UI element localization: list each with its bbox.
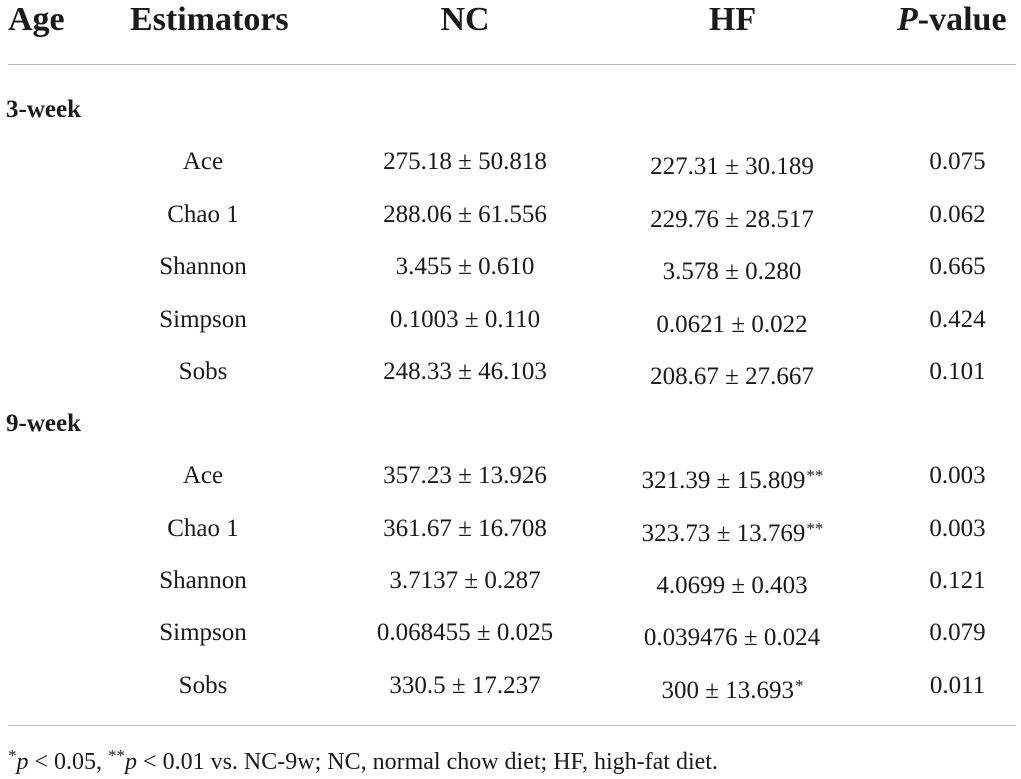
hf-value: 0.039476 ± 0.024 — [643, 624, 821, 651]
nc-cell: 357.23 ± 13.926 — [383, 462, 547, 489]
nc-cell: 0.1003 ± 0.110 — [389, 306, 541, 333]
hf-cell: 323.73 ± 13.769** — [600, 514, 865, 549]
significance-mark: ** — [806, 466, 824, 485]
estimator-cell: Ace — [182, 462, 224, 489]
significance-mark: * — [794, 676, 804, 695]
significance-mark: ** — [806, 519, 824, 538]
header-nc: NC — [440, 1, 490, 38]
group-label-3-week: 3-week — [6, 96, 81, 123]
table-footnote: *p < 0.05, **p < 0.01 vs. NC-9w; NC, nor… — [8, 741, 718, 777]
p-value-cell: 0.011 — [929, 672, 986, 699]
footnote-mark-single: * — [8, 746, 17, 765]
hf-cell: 4.0699 ± 0.403 — [600, 566, 865, 601]
p-value-cell: 0.101 — [929, 358, 986, 385]
header-hf: HF — [708, 1, 757, 38]
hf-value: 0.0621 ± 0.022 — [656, 311, 808, 338]
estimator-cell: Chao 1 — [167, 201, 239, 228]
nc-cell: 288.06 ± 61.556 — [383, 201, 547, 228]
hf-value: 300 ± 13.693 — [661, 677, 794, 704]
estimator-cell: Ace — [182, 148, 224, 175]
header-p-value: P-value — [897, 0, 1007, 40]
footnote-text-1: < 0.05, — [28, 749, 109, 775]
hf-value: 208.67 ± 27.667 — [650, 363, 814, 390]
estimator-cell: Simpson — [159, 619, 247, 646]
footnote-mark-double: ** — [108, 746, 126, 765]
hf-value: 4.0699 ± 0.403 — [656, 572, 808, 599]
p-value-cell: 0.079 — [929, 619, 986, 646]
header-p-italic: P — [897, 1, 918, 38]
nc-cell: 0.068455 ± 0.025 — [376, 619, 554, 646]
p-value-cell: 0.062 — [929, 201, 986, 228]
p-value-cell: 0.424 — [929, 306, 986, 333]
hf-cell: 208.67 ± 27.667 — [600, 357, 865, 392]
estimator-cell: Shannon — [159, 253, 247, 280]
hf-value: 323.73 ± 13.769 — [641, 520, 806, 547]
p-value-cell: 0.003 — [929, 462, 986, 489]
hf-value: 3.578 ± 0.280 — [662, 258, 802, 285]
p-value-cell: 0.121 — [929, 567, 986, 594]
nc-cell: 3.7137 ± 0.287 — [389, 567, 541, 594]
hf-cell: 229.76 ± 28.517 — [600, 200, 865, 235]
nc-cell: 361.67 ± 16.708 — [383, 515, 547, 542]
hf-cell: 3.578 ± 0.280 — [600, 252, 865, 287]
nc-cell: 275.18 ± 50.818 — [383, 148, 547, 175]
header-age: Age — [8, 1, 65, 38]
footnote-p-symbol: p — [16, 749, 29, 775]
estimator-cell: Sobs — [178, 358, 228, 385]
hf-cell: 0.039476 ± 0.024 — [600, 618, 865, 653]
hf-value: 321.39 ± 15.809 — [641, 467, 806, 494]
hf-value: 229.76 ± 28.517 — [650, 206, 814, 233]
estimator-cell: Simpson — [159, 306, 247, 333]
estimator-cell: Shannon — [159, 567, 247, 594]
nc-cell: 330.5 ± 17.237 — [389, 672, 541, 699]
hf-value: 227.31 ± 30.189 — [650, 153, 814, 180]
header-estimators: Estimators — [130, 1, 289, 38]
hf-cell: 0.0621 ± 0.022 — [600, 305, 865, 340]
header-p-suffix: -value — [917, 1, 1007, 38]
hf-cell: 321.39 ± 15.809** — [600, 461, 865, 496]
footnote-text-2: < 0.01 vs. NC-9w; NC, normal chow diet; … — [137, 749, 718, 775]
footer-rule — [8, 725, 1016, 726]
estimator-cell: Sobs — [178, 672, 228, 699]
hf-cell: 300 ± 13.693* — [600, 671, 865, 706]
hf-cell: 227.31 ± 30.189 — [600, 147, 865, 182]
estimator-cell: Chao 1 — [167, 515, 239, 542]
p-value-cell: 0.665 — [929, 253, 986, 280]
nc-cell: 248.33 ± 46.103 — [383, 358, 547, 385]
p-value-cell: 0.003 — [929, 515, 986, 542]
p-value-cell: 0.075 — [929, 148, 986, 175]
nc-cell: 3.455 ± 0.610 — [395, 253, 535, 280]
footnote-p-symbol: p — [125, 749, 138, 775]
group-label-9-week: 9-week — [6, 410, 81, 437]
header-rule — [8, 64, 1016, 65]
